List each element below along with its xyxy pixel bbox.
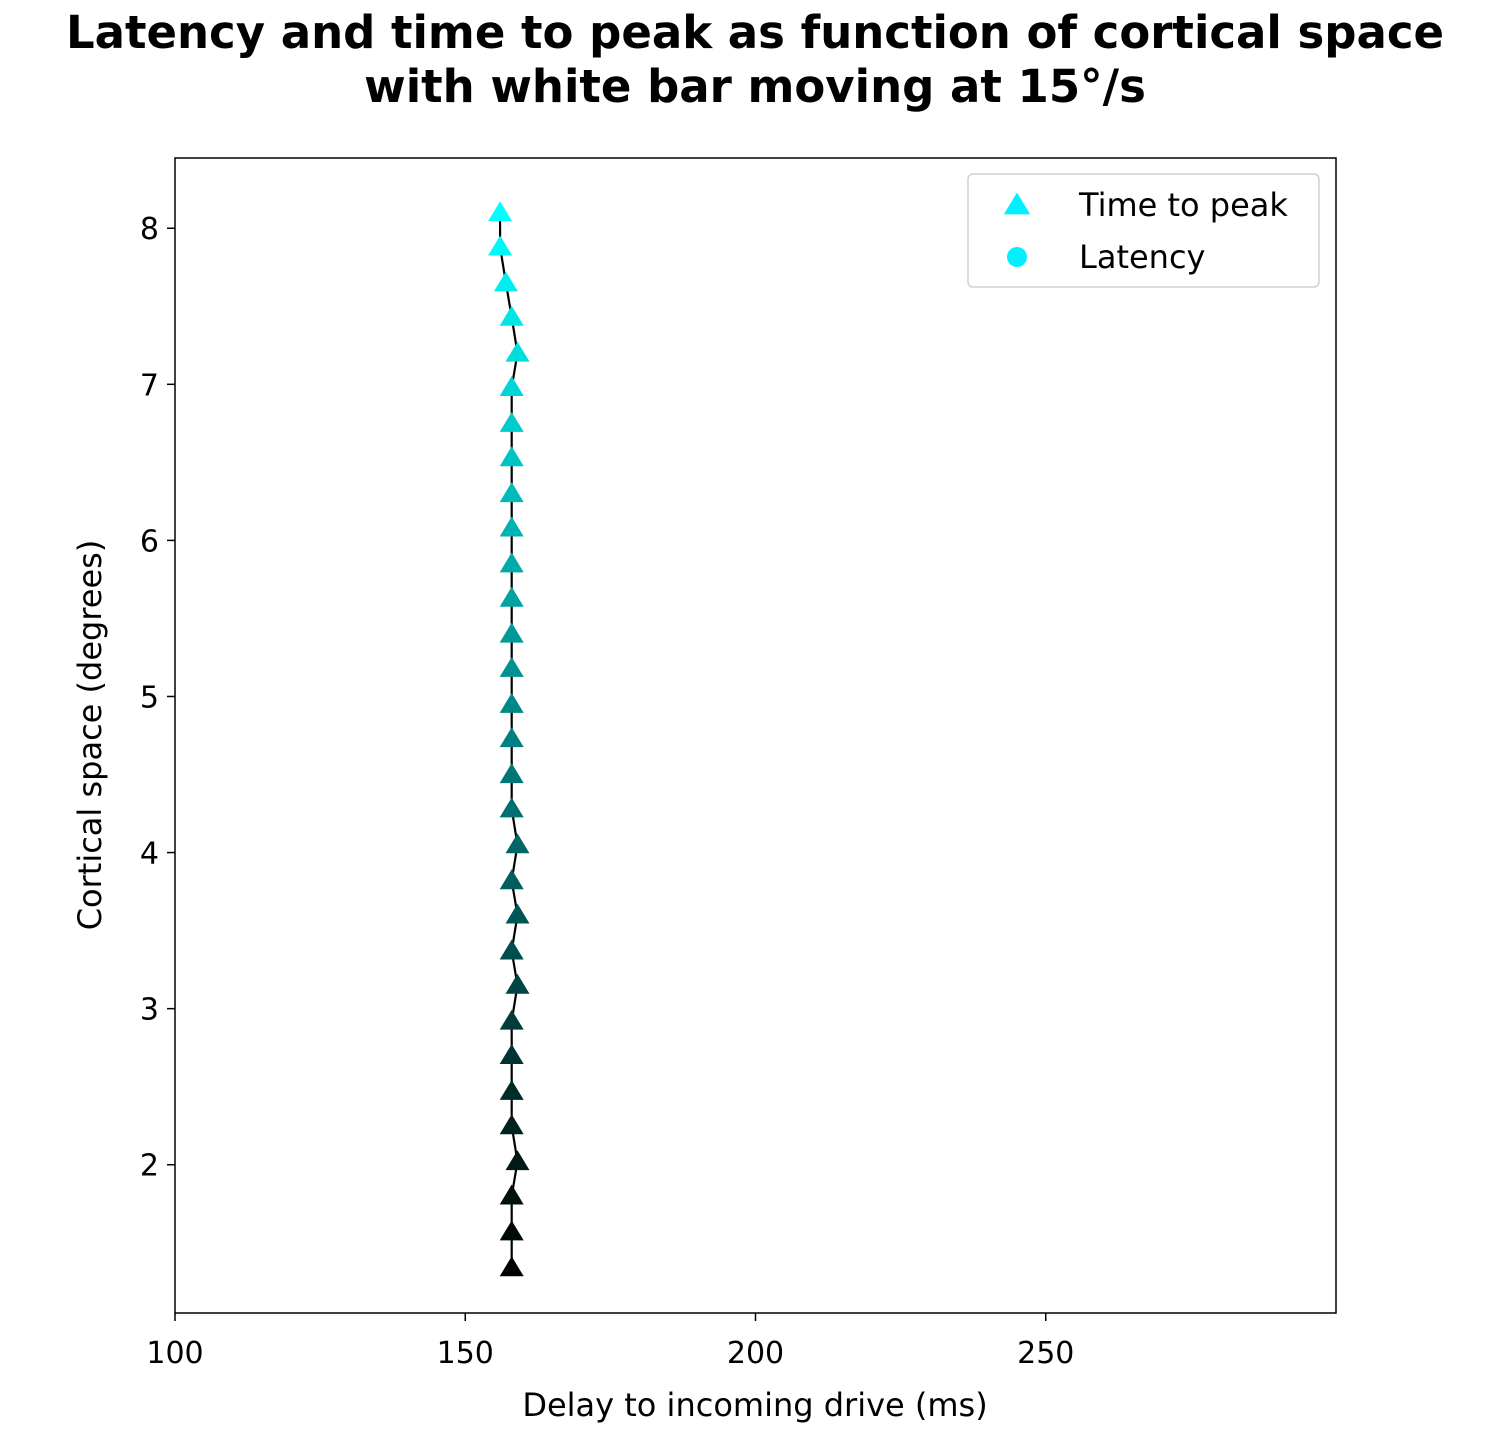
- data-point: [505, 903, 530, 924]
- data-point: [499, 1044, 524, 1065]
- x-axis: 100 150 200 250: [146, 1313, 1074, 1371]
- y-tick-label: 3: [140, 993, 159, 1028]
- data-point: [488, 201, 513, 222]
- data-point: [505, 833, 530, 854]
- x-tick-label: 150: [437, 1336, 494, 1371]
- y-tick-label: 8: [140, 212, 159, 247]
- data-point: [499, 622, 524, 643]
- legend: Time to peak Latency: [967, 173, 1320, 288]
- data-point: [499, 376, 524, 396]
- data-point: [499, 552, 524, 573]
- data-point: [505, 341, 530, 362]
- y-axis: 2 3 4 5 6 7 8: [140, 212, 175, 1184]
- data-point: [493, 271, 518, 292]
- legend-marker-triangle: [1003, 192, 1031, 215]
- data-point: [499, 763, 524, 784]
- data-point: [499, 869, 524, 890]
- data-point: [499, 1114, 524, 1135]
- data-point: [499, 586, 524, 607]
- data-point: [499, 656, 524, 677]
- data-point: [505, 973, 530, 994]
- legend-label: Latency: [1079, 238, 1205, 276]
- data-point: [499, 797, 524, 818]
- data-point: [499, 1009, 524, 1030]
- legend-marker-circle: [1007, 247, 1027, 267]
- data-point: [499, 411, 524, 432]
- y-tick-label: 2: [140, 1149, 159, 1184]
- x-tick-label: 100: [146, 1336, 203, 1371]
- data-point: [499, 516, 524, 537]
- data-point: [499, 305, 524, 326]
- axes-frame: [174, 157, 1337, 1314]
- chart-title-line-1: Latency and time to peak as function of …: [66, 6, 1444, 59]
- data-point: [499, 1220, 524, 1241]
- x-tick-label: 250: [1017, 1336, 1074, 1371]
- data-point: [499, 1256, 524, 1277]
- y-tick-label: 5: [140, 680, 159, 715]
- data-point: [499, 692, 524, 713]
- x-axis-label: Delay to incoming drive (ms): [522, 1386, 987, 1424]
- data-point: [505, 1150, 530, 1171]
- y-tick-label: 4: [140, 837, 159, 872]
- data-point: [499, 1079, 524, 1100]
- data-point: [488, 235, 513, 256]
- data-point: [499, 939, 524, 960]
- data-point: [499, 446, 524, 467]
- y-axis-label: Cortical space (degrees): [71, 540, 109, 931]
- x-tick-label: 200: [727, 1336, 784, 1371]
- plot-area: [174, 157, 1337, 1314]
- legend-frame: [967, 173, 1320, 288]
- data-point: [499, 727, 524, 748]
- chart-title-line-2: with white bar moving at 15°/s: [364, 60, 1146, 113]
- data-point: [499, 482, 524, 503]
- data-point: [499, 1184, 524, 1205]
- y-tick-label: 7: [140, 368, 159, 403]
- legend-label: Time to peak: [1078, 186, 1288, 224]
- y-tick-label: 6: [140, 524, 159, 559]
